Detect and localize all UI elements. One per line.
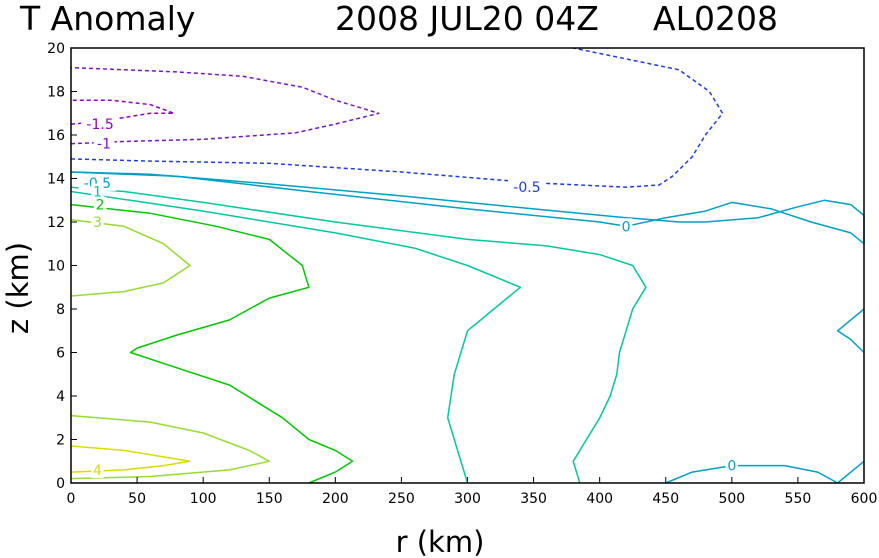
contour-label-bg <box>91 214 104 230</box>
contour-label-bg <box>93 135 115 152</box>
x-tick-label: 0 <box>67 491 76 507</box>
contour-label: -1.5 <box>86 117 113 133</box>
y-tick-label: 18 <box>47 85 65 101</box>
contour-line <box>70 414 271 480</box>
x-tick-label: 400 <box>586 491 613 507</box>
contour-line <box>836 308 865 354</box>
x-tick-label: 450 <box>652 491 679 507</box>
y-tick-label: 0 <box>56 476 65 492</box>
tick-layer: 0 50 100 150 200 250 300 350 400 450 500 550 6000246… <box>47 41 877 507</box>
contour-line <box>70 190 522 484</box>
y-tick-label: 16 <box>47 128 65 144</box>
contour-label-bg <box>725 457 739 474</box>
chart-title: T Anomaly <box>19 0 195 38</box>
contour-label: 3 <box>93 215 102 231</box>
contour-label: -1 <box>97 137 111 153</box>
contour-label-bg <box>619 218 633 235</box>
y-tick-label: 10 <box>47 259 65 275</box>
contour-line <box>70 186 647 484</box>
contour-label-bg <box>81 116 120 133</box>
contour-label-bg <box>91 183 104 200</box>
x-tick-label: 500 <box>718 491 745 507</box>
contour-line <box>70 219 191 297</box>
contour-label-bg <box>507 179 546 196</box>
contour-label-bg <box>91 461 104 478</box>
contour-label: 4 <box>93 463 102 479</box>
contour-label-bg <box>93 196 107 213</box>
x-tick-label: 50 <box>128 491 146 507</box>
plot-frame <box>70 47 865 484</box>
y-tick-label: 4 <box>56 389 65 405</box>
contour-line <box>70 66 380 145</box>
chart-date-label: 2008 JUL20 04Z <box>335 0 599 38</box>
y-tick-label: 20 <box>47 41 65 57</box>
y-axis-label: z (km) <box>1 242 35 334</box>
contour-label: -0.5 <box>513 180 540 196</box>
contour-label: 2 <box>96 198 105 214</box>
y-tick-label: 6 <box>56 346 65 362</box>
contour-line <box>70 203 354 484</box>
y-tick-label: 8 <box>56 302 65 318</box>
y-tick-label: 12 <box>47 215 65 231</box>
contour-line <box>70 47 724 188</box>
contour-line <box>70 445 191 473</box>
x-tick-label: 600 <box>851 491 878 507</box>
contour-line <box>70 171 865 244</box>
x-tick-label: 350 <box>520 491 547 507</box>
contour-line <box>70 171 865 245</box>
contour-label-bg <box>78 174 117 191</box>
y-tick-label: 14 <box>47 172 65 188</box>
x-tick-label: 550 <box>785 491 812 507</box>
chart-storm-id: AL0208 <box>653 0 778 38</box>
contour-label: 0 <box>622 219 631 235</box>
contour-label: 1 <box>93 185 102 201</box>
contour-line <box>665 460 865 484</box>
contour-label: 0 <box>727 459 736 475</box>
contour-layer <box>70 47 865 484</box>
x-axis-label: r (km) <box>396 525 485 558</box>
x-tick-label: 150 <box>256 491 283 507</box>
x-tick-label: 200 <box>322 491 349 507</box>
x-tick-label: 100 <box>190 491 217 507</box>
y-tick-label: 2 <box>56 433 65 449</box>
x-tick-label: 250 <box>388 491 415 507</box>
x-tick-label: 300 <box>454 491 481 507</box>
